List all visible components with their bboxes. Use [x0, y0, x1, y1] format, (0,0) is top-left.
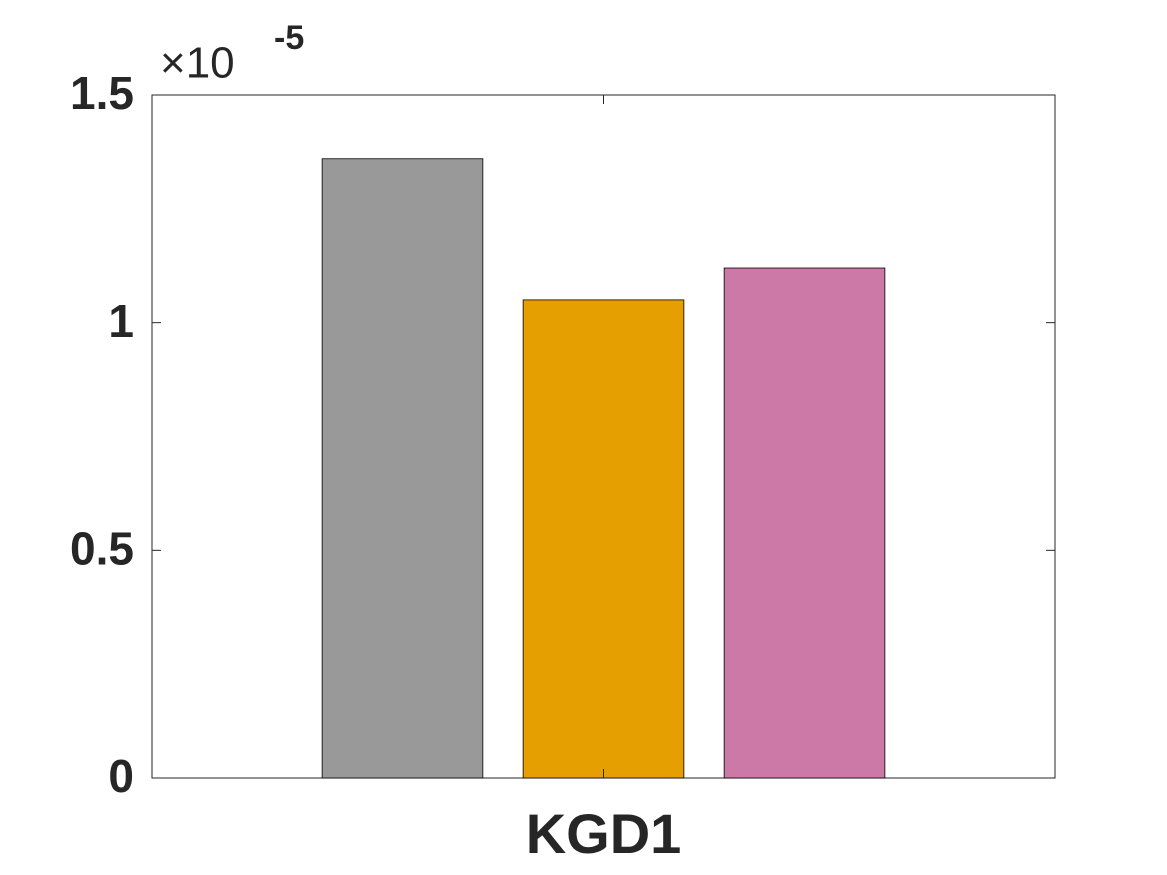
axis-exponent: -5: [274, 19, 304, 57]
axis-multiplier: ×10: [160, 39, 235, 88]
bar: [522, 299, 685, 779]
y-tick-label: 1.5: [70, 67, 134, 119]
bar: [321, 158, 484, 779]
y-tick-label: 1: [108, 295, 134, 347]
bar: [723, 267, 886, 779]
y-tick-label: 0: [108, 750, 134, 802]
x-tick-label: KGD1: [526, 802, 682, 865]
y-tick-label: 0.5: [70, 522, 134, 574]
